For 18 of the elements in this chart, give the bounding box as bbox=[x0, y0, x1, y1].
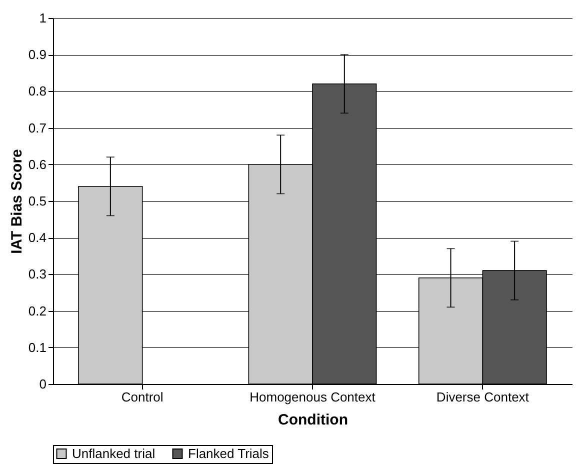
y-axis-title: IAT Bias Score bbox=[8, 149, 26, 254]
y-tick-label: 0 bbox=[39, 376, 46, 392]
y-tick-label: 1 bbox=[39, 10, 46, 26]
x-tick-label: Homogenous Context bbox=[250, 390, 376, 404]
y-tick-label: 0.2 bbox=[28, 303, 46, 318]
y-tick-label: 0.9 bbox=[28, 47, 46, 62]
y-tick-label: 0.4 bbox=[28, 230, 46, 246]
y-tick-label: 0.8 bbox=[28, 84, 46, 99]
y-tick-label: 0.7 bbox=[28, 120, 46, 136]
x-tick-label: Diverse Context bbox=[436, 390, 530, 404]
y-tick-label: 0.5 bbox=[28, 194, 46, 208]
y-tick-label: 0.3 bbox=[28, 266, 46, 282]
x-axis-title: Condition bbox=[278, 412, 348, 428]
x-tick-label: Control bbox=[121, 390, 164, 404]
y-tick-label: 0.1 bbox=[28, 340, 46, 355]
y-tick-label: 0.6 bbox=[28, 156, 46, 172]
legend-label: Unflanked trial bbox=[72, 446, 156, 461]
legend-label: Flanked Trials bbox=[188, 446, 270, 461]
